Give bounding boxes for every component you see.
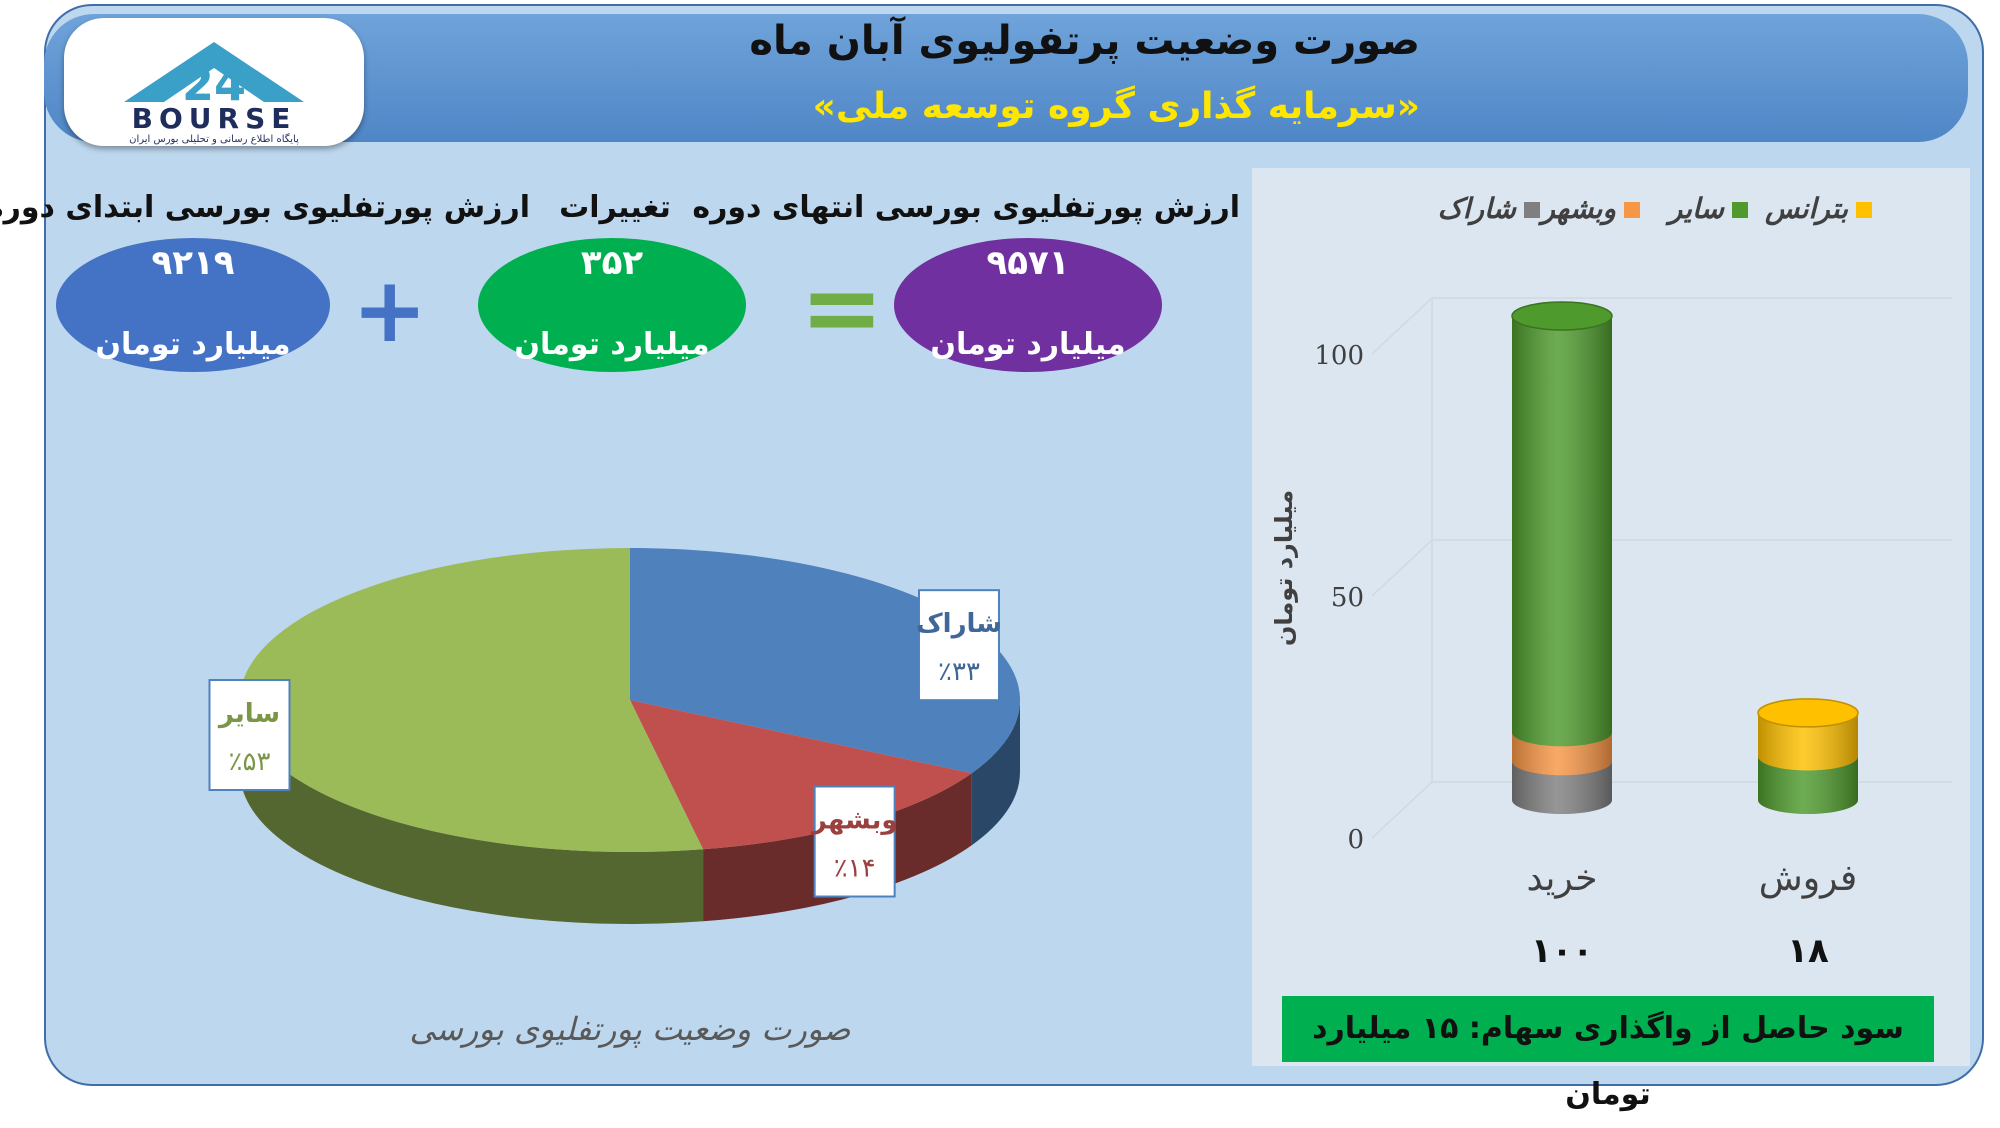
bar-total-label: ۱۰۰ <box>1531 931 1593 970</box>
bar-segment-خرید-سایر <box>1511 301 1613 747</box>
pie-label-name: سایر <box>217 699 280 729</box>
pie-side-سایر <box>240 700 704 924</box>
start-value: ۹۲۱۹ <box>151 243 235 283</box>
legend-item-سایر: سایر <box>1669 192 1748 225</box>
bourse-logo: 24 BOURSE پایگاه اطلاع رسانی و تحلیلی بو… <box>64 18 364 146</box>
change-unit: میلیارد تومان <box>514 327 710 362</box>
end-value-oval: ۹۵۷۱ میلیارد تومان <box>894 238 1162 372</box>
pie-label-percent: ٪۳۳ <box>938 657 980 687</box>
end-value-label: ارزش پورتفلیوی بورسی انتهای دوره <box>692 190 1240 225</box>
pie-label-percent: ٪۱۴ <box>834 854 876 884</box>
y-tick-label: 0 <box>1347 825 1364 855</box>
pie-label-وبشهر: وبشهر ٪۱۴ <box>810 785 898 898</box>
legend-label: سایر <box>1668 192 1724 225</box>
change-label: تغییرات <box>559 190 671 225</box>
legend-item-شاراک: شاراک <box>1438 192 1540 225</box>
portfolio-pie-chart: شاراک ٪۳۳ وبشهر ٪۱۴ سایر ٪۵۳ <box>208 548 1020 924</box>
header-bar <box>44 14 1968 142</box>
start-value-oval: ۹۲۱۹ میلیارد تومان <box>56 238 330 372</box>
pie-label-سایر: سایر ٪۵۳ <box>208 679 291 792</box>
end-unit: میلیارد تومان <box>930 327 1126 362</box>
y-tick-label: 100 <box>1314 341 1364 371</box>
plus-sign: + <box>352 258 428 363</box>
legend-label: وبشهر <box>1541 192 1616 225</box>
logo-text: BOURSE <box>132 102 297 135</box>
legend-item-وبشهر: وبشهر <box>1541 192 1640 225</box>
start-unit: میلیارد تومان <box>95 327 291 362</box>
y-axis-label: میلیارد تومان <box>1270 490 1298 646</box>
legend-swatch <box>1856 202 1872 218</box>
start-value-label: ارزش پورتفلیوی بورسی ابتدای دوره <box>0 190 530 225</box>
disposal-gain-banner: سود حاصل از واگذاری سهام: ۱۵ میلیارد توم… <box>1282 996 1934 1112</box>
bar-total-label: ۱۸ <box>1787 931 1829 970</box>
pie-label-name: شاراک <box>916 609 1002 639</box>
bar-segment-فروش-سایر <box>1758 756 1858 814</box>
logo-graphic: 24 BOURSE پایگاه اطلاع رسانی و تحلیلی بو… <box>124 42 304 145</box>
bar-segment-خرید-شاراک <box>1512 761 1612 814</box>
legend-label: بترانس <box>1765 192 1848 225</box>
y-tick-label: 50 <box>1331 583 1364 613</box>
logo-subtext: پایگاه اطلاع رسانی و تحلیلی بورس ایران <box>129 133 299 145</box>
legend-swatch <box>1524 202 1540 218</box>
equals-sign: = <box>800 249 884 366</box>
end-value: ۹۵۷۱ <box>986 243 1070 283</box>
change-oval: ۳۵۲ میلیارد تومان <box>478 238 746 372</box>
pie-chart-title: صورت وضعیت پورتفلیوی بورسی <box>409 1010 851 1048</box>
pie-label-شاراک: شاراک ٪۳۳ <box>916 589 1002 702</box>
trades-bar-chart: 0 50 100 میلیارد تومان خرید ۱۰۰ فروش ۱۸ <box>1270 297 1952 970</box>
legend-swatch <box>1624 202 1640 218</box>
legend-swatch <box>1732 202 1748 218</box>
legend-item-بترانس: بترانس <box>1765 192 1872 225</box>
x-category-label: خرید <box>1526 858 1597 899</box>
pie-label-name: وبشهر <box>810 806 898 836</box>
legend-label: شاراک <box>1437 192 1516 225</box>
svg-text:24: 24 <box>182 57 246 111</box>
x-category-label: فروش <box>1759 858 1857 899</box>
bar-segment-فروش-بترانس <box>1757 698 1859 771</box>
pie-slice-سایر <box>239 548 704 852</box>
change-value: ۳۵۲ <box>580 243 644 283</box>
page-subtitle: «سرمایه گذاری گروه توسعه ملی» <box>812 86 1420 127</box>
page-title: صورت وضعیت پرتفولیوی آبان ماه <box>749 18 1420 64</box>
pie-side-شاراک <box>971 700 1020 846</box>
pie-label-percent: ٪۵۳ <box>229 747 271 777</box>
